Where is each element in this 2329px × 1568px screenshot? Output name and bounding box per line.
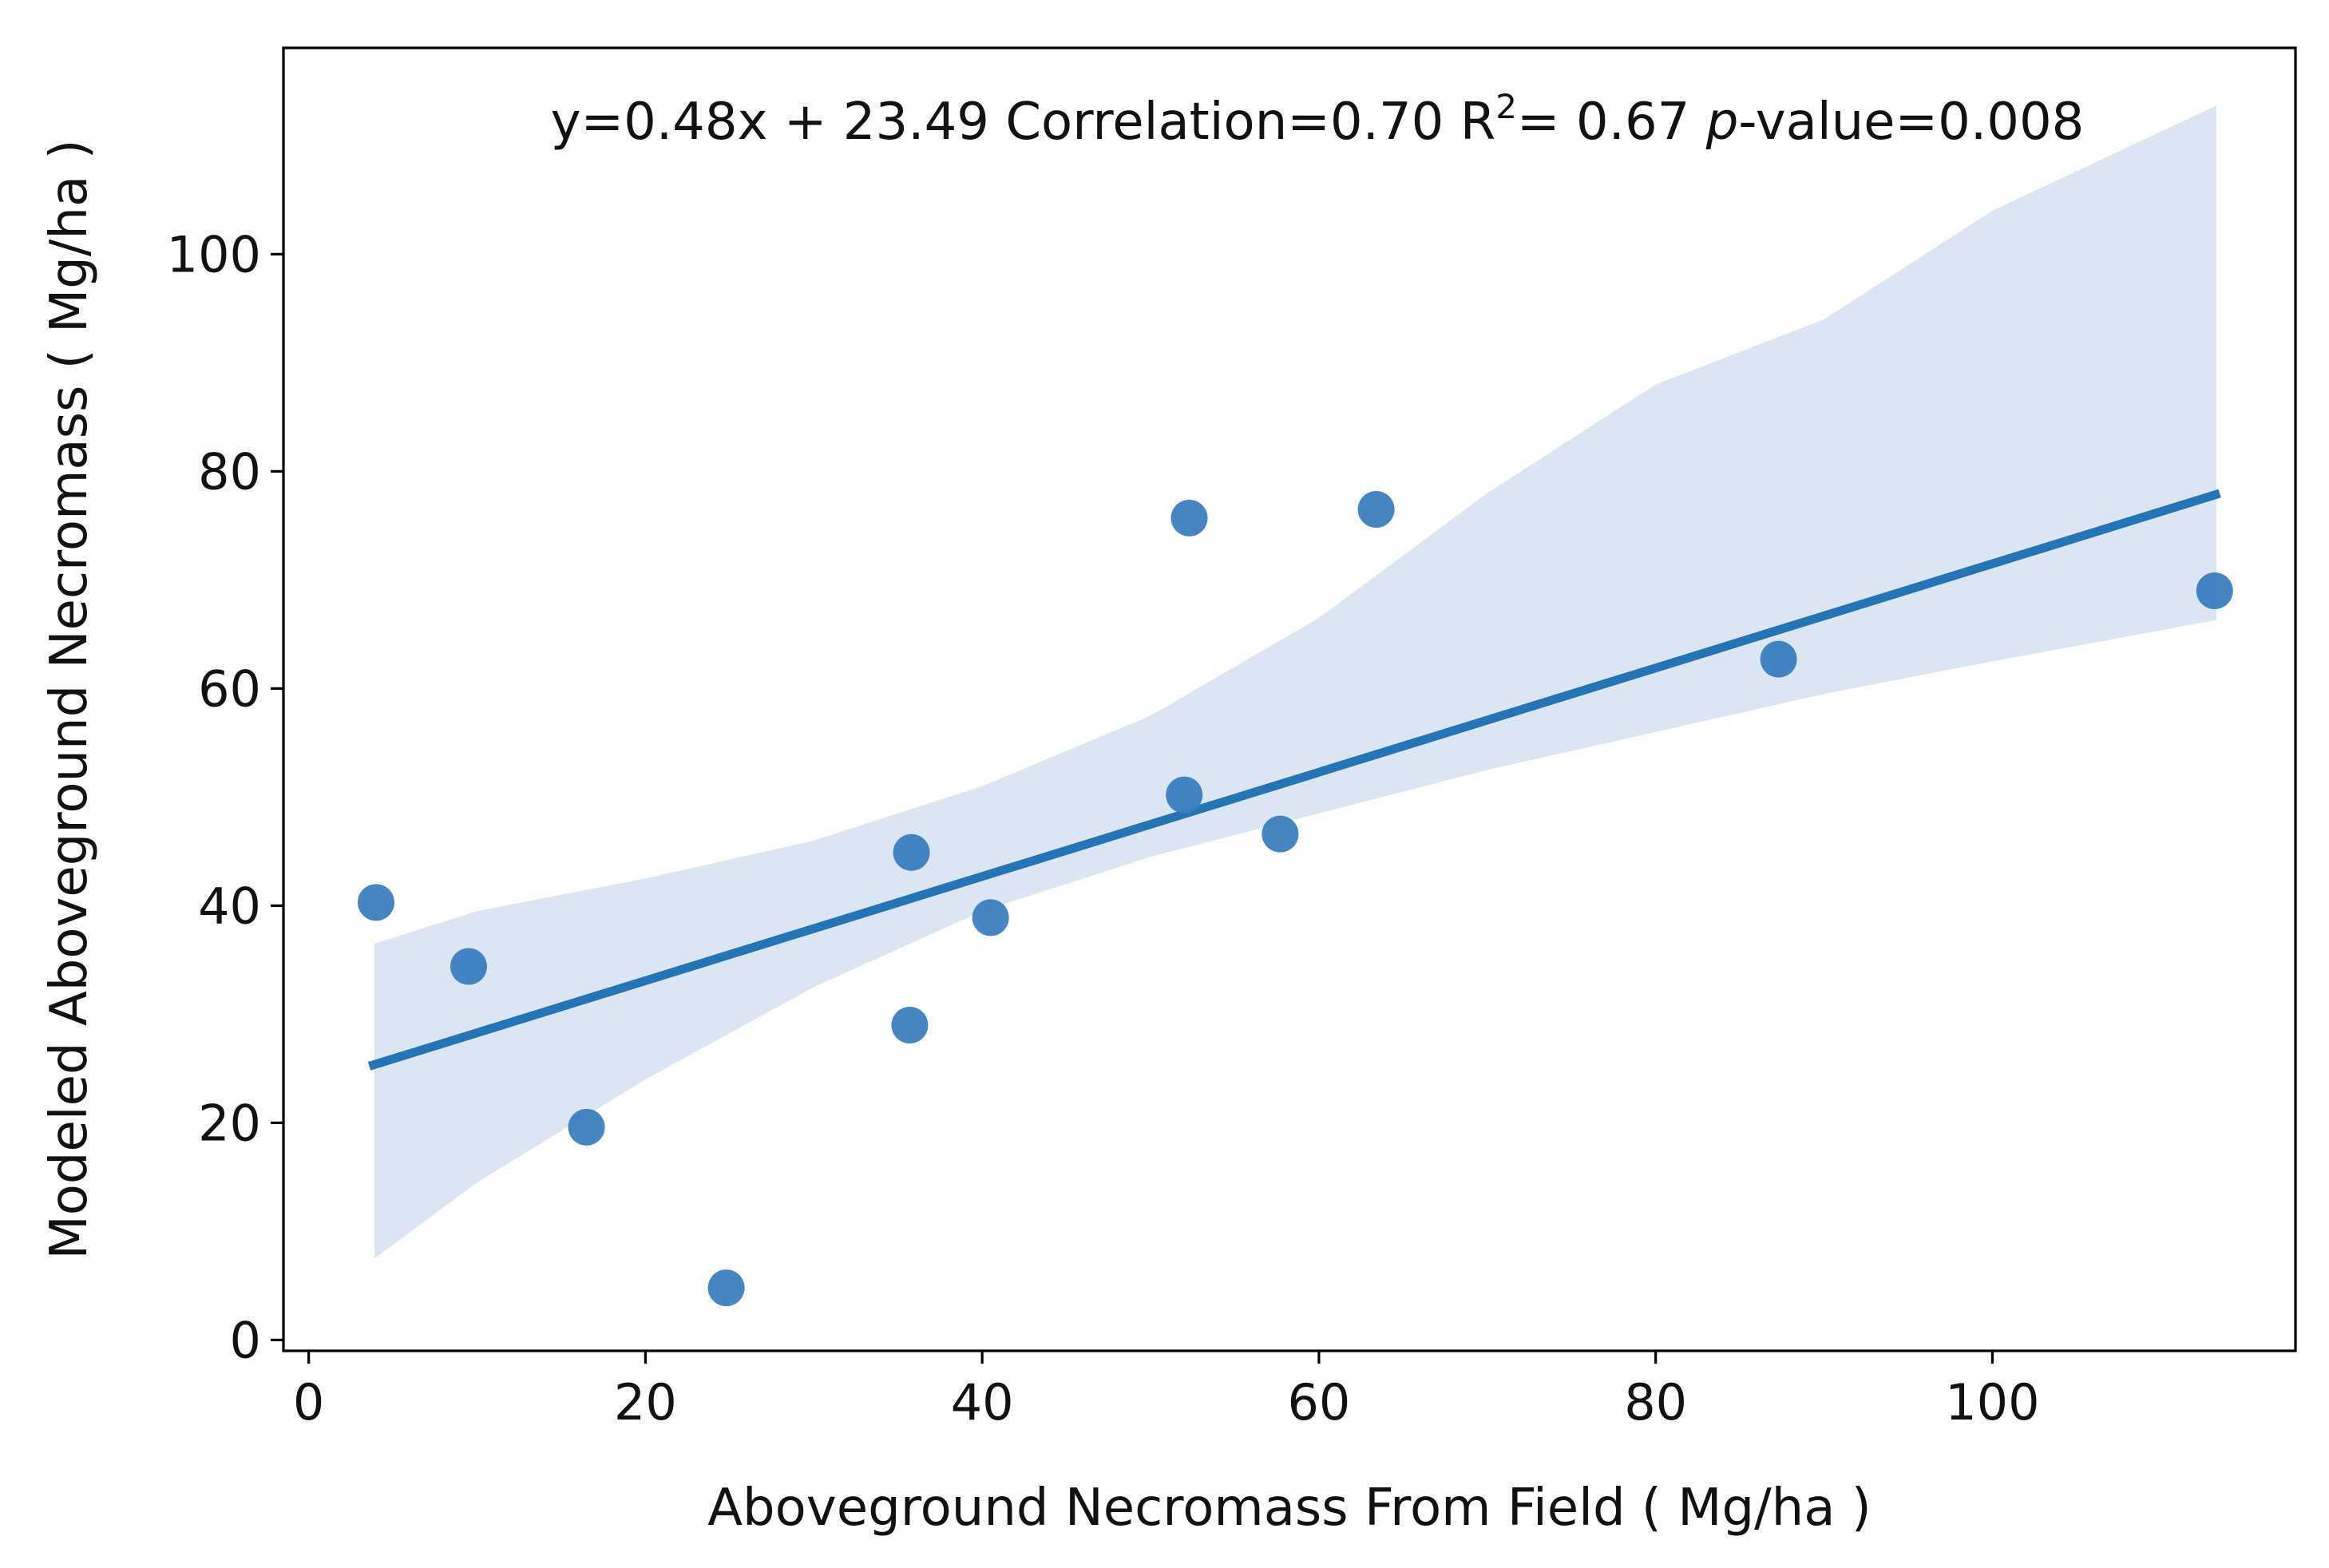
- annotation-p-italic: p: [1705, 93, 1739, 152]
- scatter-points-layer: [357, 491, 2233, 1307]
- annotation-middle: = 0.67: [1517, 93, 1706, 152]
- x-tick-label: 20: [614, 1373, 677, 1431]
- x-axis-ticks: 0 20 40 60 80 100: [293, 1351, 2040, 1431]
- x-axis-title: Aboveground Necromass From Field ( Mg/ha…: [707, 1479, 1871, 1538]
- x-tick-label: 0: [293, 1373, 324, 1431]
- data-point: [707, 1269, 745, 1307]
- data-point: [1357, 491, 1395, 528]
- y-axis-title: Modeled Aboveground Necromass ( Mg/ha ): [40, 140, 99, 1260]
- confidence-band: [374, 105, 2216, 1259]
- y-tick-label: 40: [198, 877, 261, 935]
- data-point: [2196, 572, 2233, 609]
- regression-line: [367, 489, 2221, 1071]
- data-point: [1760, 640, 1797, 678]
- data-point: [357, 884, 394, 921]
- data-point: [891, 1007, 929, 1043]
- y-tick-label: 80: [198, 442, 261, 501]
- data-point: [1170, 499, 1208, 537]
- y-tick-label: 20: [198, 1094, 261, 1152]
- x-tick-label: 80: [1624, 1373, 1687, 1431]
- y-tick-label: 0: [230, 1311, 261, 1369]
- data-point: [893, 833, 930, 871]
- y-tick-label: 100: [167, 225, 261, 283]
- regression-annotation: y=0.48x + 23.49 Correlation=0.70 R2= 0.6…: [551, 87, 2085, 152]
- data-point: [568, 1108, 605, 1146]
- data-point: [972, 899, 1009, 936]
- regression-line-layer: [367, 489, 2221, 1071]
- data-point: [450, 948, 487, 985]
- annotation-suffix: -value=0.008: [1738, 93, 2084, 152]
- x-tick-label: 40: [951, 1373, 1014, 1431]
- confidence-band-layer: [374, 105, 2216, 1259]
- annotation-superscript: 2: [1495, 87, 1517, 126]
- data-point: [1166, 776, 1203, 814]
- x-tick-label: 100: [1945, 1373, 2039, 1431]
- annotation-prefix: y=0.48x + 23.49 Correlation=0.70 R: [551, 93, 1496, 152]
- plot-frame: [282, 46, 2297, 1352]
- x-tick-label: 60: [1287, 1373, 1350, 1431]
- y-axis-ticks: 0 20 40 60 80 100: [167, 225, 283, 1369]
- data-point: [1262, 815, 1299, 853]
- y-tick-label: 60: [198, 659, 261, 718]
